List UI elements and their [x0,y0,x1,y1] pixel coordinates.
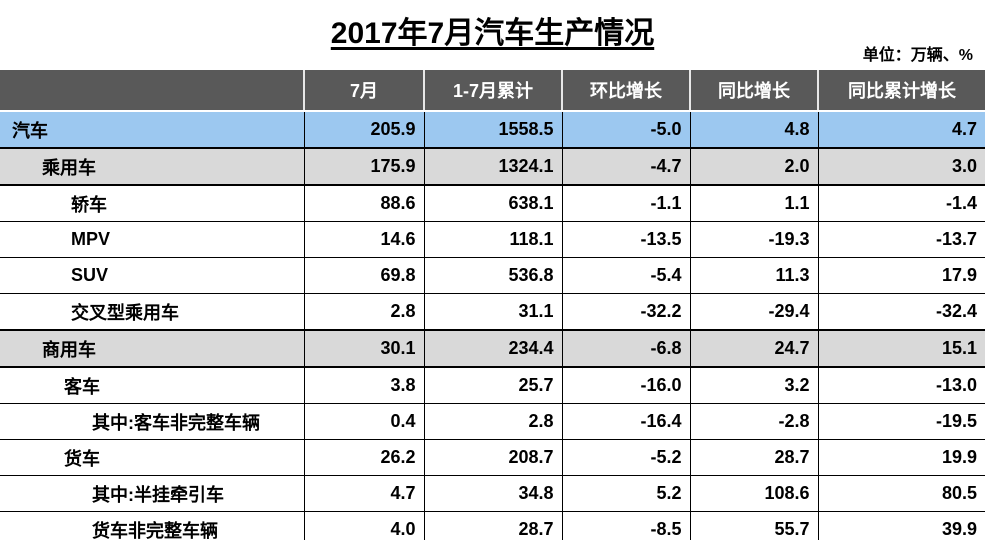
column-header [0,70,304,112]
value-cell: 4.7 [817,111,985,149]
value-cell: -6.8 [561,329,691,368]
production-table: 7月 1-7月累计 环比增长 同比增长 同比累计增长 汽车 205.9 1558.5 -5.0… [0,70,985,540]
row-label: 货车 [0,439,305,476]
column-header: 环比增长 [561,70,690,112]
table-row: 乘用车 175.9 1324.1 -4.7 2.0 3.0 [0,147,985,186]
row-label: 交叉型乘用车 [0,293,305,331]
row-label: SUV [0,257,305,294]
value-cell: 25.7 [423,366,563,404]
table-row: 轿车 88.6 638.1 -1.1 1.1 -1.4 [0,184,985,222]
row-label: 乘用车 [0,147,305,186]
value-cell: -29.4 [689,293,819,331]
value-cell: 4.0 [303,511,425,540]
table-row: 汽车 205.9 1558.5 -5.0 4.8 4.7 [0,111,985,149]
value-cell: -16.4 [561,403,691,440]
value-cell: 17.9 [817,257,985,294]
value-cell: 3.2 [689,366,819,404]
table-row: 其中:客车非完整车辆 0.4 2.8 -16.4 -2.8 -19.5 [0,403,985,440]
column-header: 1-7月累计 [423,70,562,112]
value-cell: -16.0 [561,366,691,404]
value-cell: 69.8 [303,257,425,294]
value-cell: 638.1 [423,184,563,222]
value-cell: 1558.5 [423,111,563,149]
row-label: 商用车 [0,329,305,368]
value-cell: -32.2 [561,293,691,331]
row-label: 货车非完整车辆 [0,511,305,540]
value-cell: -13.5 [561,221,691,258]
table-row: 客车 3.8 25.7 -16.0 3.2 -13.0 [0,366,985,404]
value-cell: 4.8 [689,111,819,149]
value-cell: 26.2 [303,439,425,476]
value-cell: 11.3 [689,257,819,294]
value-cell: -8.5 [561,511,691,540]
value-cell: -19.5 [817,403,985,440]
value-cell: 1.1 [689,184,819,222]
value-cell: -1.1 [561,184,691,222]
row-label: MPV [0,221,305,258]
value-cell: 208.7 [423,439,563,476]
value-cell: 80.5 [817,475,985,512]
value-cell: 175.9 [303,147,425,186]
value-cell: 3.8 [303,366,425,404]
value-cell: 108.6 [689,475,819,512]
table-row: 交叉型乘用车 2.8 31.1 -32.2 -29.4 -32.4 [0,293,985,331]
value-cell: 4.7 [303,475,425,512]
row-label: 客车 [0,366,305,404]
value-cell: -5.0 [561,111,691,149]
value-cell: 2.8 [303,293,425,331]
table-row: 其中:半挂牵引车 4.7 34.8 5.2 108.6 80.5 [0,475,985,512]
value-cell: 14.6 [303,221,425,258]
row-label: 轿车 [0,184,305,222]
page-title: 2017年7月汽车生产情况 [330,17,655,50]
value-cell: 15.1 [817,329,985,368]
value-cell: 118.1 [423,221,563,258]
value-cell: 205.9 [303,111,425,149]
column-header: 同比增长 [689,70,818,112]
value-cell: -5.2 [561,439,691,476]
row-label: 汽车 [0,111,305,149]
row-label: 其中:半挂牵引车 [0,475,305,512]
value-cell: -19.3 [689,221,819,258]
value-cell: 55.7 [689,511,819,540]
value-cell: 34.8 [423,475,563,512]
value-cell: 31.1 [423,293,563,331]
value-cell: 2.8 [423,403,563,440]
value-cell: 3.0 [817,147,985,186]
value-cell: 19.9 [817,439,985,476]
table-row: 货车非完整车辆 4.0 28.7 -8.5 55.7 39.9 [0,511,985,540]
table-row: 货车 26.2 208.7 -5.2 28.7 19.9 [0,439,985,476]
value-cell: 536.8 [423,257,563,294]
value-cell: 0.4 [303,403,425,440]
table-head-row: 7月 1-7月累计 环比增长 同比增长 同比累计增长 [0,70,985,112]
value-cell: 28.7 [423,511,563,540]
table-body: 汽车 205.9 1558.5 -5.0 4.8 4.7 乘用车 175.9 1324.1 -4.… [0,111,985,540]
value-cell: -2.8 [689,403,819,440]
value-cell: -4.7 [561,147,691,186]
table-row: MPV 14.6 118.1 -13.5 -19.3 -13.7 [0,221,985,258]
value-cell: 39.9 [817,511,985,540]
value-cell: 88.6 [303,184,425,222]
value-cell: 234.4 [423,329,563,368]
value-cell: -5.4 [561,257,691,294]
column-header: 7月 [303,70,424,112]
row-label: 其中:客车非完整车辆 [0,403,305,440]
value-cell: 30.1 [303,329,425,368]
unit-label: 单位：万辆、% [862,47,973,64]
value-cell: -13.7 [817,221,985,258]
table-row: SUV 69.8 536.8 -5.4 11.3 17.9 [0,257,985,294]
value-cell: 1324.1 [423,147,563,186]
table-row: 商用车 30.1 234.4 -6.8 24.7 15.1 [0,329,985,368]
value-cell: 5.2 [561,475,691,512]
value-cell: -13.0 [817,366,985,404]
value-cell: 2.0 [689,147,819,186]
value-cell: -32.4 [817,293,985,331]
value-cell: -1.4 [817,184,985,222]
value-cell: 28.7 [689,439,819,476]
value-cell: 24.7 [689,329,819,368]
column-header: 同比累计增长 [817,70,985,112]
